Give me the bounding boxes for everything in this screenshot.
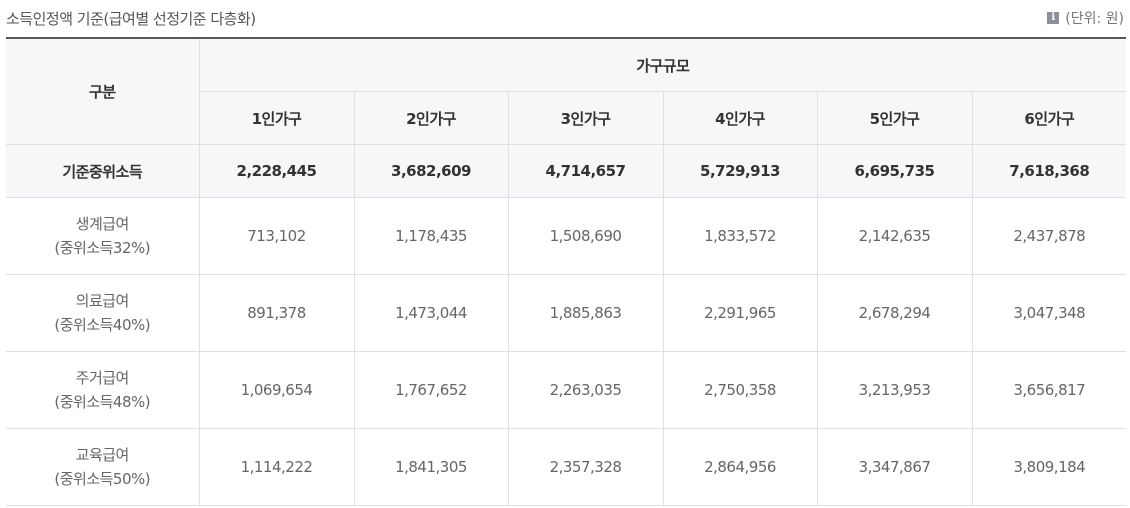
table-cell: 1,114,222 xyxy=(198,428,355,506)
table-row: 생계급여 (중위소득32%) 713,102 1,178,435 1,508,6… xyxy=(6,197,1127,275)
corner-header: 구분 xyxy=(6,37,200,145)
benefit-ratio: (중위소득40%) xyxy=(54,316,151,334)
table-cell: 1,508,690 xyxy=(507,197,664,275)
row-label: 생계급여 (중위소득32%) xyxy=(6,197,200,275)
table-cell: 3,213,953 xyxy=(816,351,973,429)
table-cell: 2,357,328 xyxy=(507,428,664,506)
table-cell: 3,656,817 xyxy=(971,351,1127,429)
table-cell: 3,347,867 xyxy=(816,428,973,506)
benefit-name: 생계급여 xyxy=(75,215,130,233)
header-row-group: 구분 가구규모 xyxy=(6,37,1127,145)
table-caption: 소득인정액 기준(급여별 선정기준 다층화) xyxy=(6,10,256,28)
row-label: 교육급여 (중위소득50%) xyxy=(6,428,200,506)
info-icon: i xyxy=(1047,12,1060,24)
unit-note: i (단위: 원) xyxy=(1047,8,1124,28)
table-cell: 2,750,358 xyxy=(662,351,818,429)
table-cell: 3,047,348 xyxy=(971,274,1127,352)
table-caption-bar: 소득인정액 기준(급여별 선정기준 다층화) i (단위: 원) xyxy=(0,0,1130,37)
table-row: 의료급여 (중위소득40%) 891,378 1,473,044 1,885,8… xyxy=(6,274,1127,352)
benefit-name: 주거급여 xyxy=(75,369,130,387)
table-row: 교육급여 (중위소득50%) 1,114,222 1,841,305 2,357… xyxy=(6,428,1127,506)
table-cell: 2,228,445 xyxy=(198,144,355,198)
benefit-ratio: (중위소득32%) xyxy=(54,239,151,257)
table-cell: 2,142,635 xyxy=(816,197,973,275)
table-cell: 2,437,878 xyxy=(971,197,1127,275)
table-cell: 7,618,368 xyxy=(971,144,1127,198)
table-cell: 1,178,435 xyxy=(353,197,509,275)
column-header: 4인가구 xyxy=(662,91,818,145)
column-header: 6인가구 xyxy=(971,91,1127,145)
table-cell: 713,102 xyxy=(198,197,355,275)
table-cell: 3,682,609 xyxy=(353,144,509,198)
table-cell: 5,729,913 xyxy=(662,144,818,198)
table-cell: 3,809,184 xyxy=(971,428,1127,506)
row-label: 의료급여 (중위소득40%) xyxy=(6,274,200,352)
median-income-row: 기준중위소득 2,228,445 3,682,609 4,714,657 5,7… xyxy=(6,144,1127,198)
benefit-name: 의료급여 xyxy=(75,292,130,310)
table-row: 주거급여 (중위소득48%) 1,069,654 1,767,652 2,263… xyxy=(6,351,1127,429)
column-header: 3인가구 xyxy=(507,91,664,145)
table-cell: 4,714,657 xyxy=(507,144,664,198)
column-header: 5인가구 xyxy=(816,91,973,145)
column-header: 2인가구 xyxy=(353,91,509,145)
unit-label: (단위: 원) xyxy=(1065,11,1124,27)
row-label: 기준중위소득 xyxy=(6,144,200,198)
benefit-ratio: (중위소득48%) xyxy=(54,393,151,411)
benefit-name: 교육급여 xyxy=(75,446,130,464)
table-cell: 1,767,652 xyxy=(353,351,509,429)
table-cell: 6,695,735 xyxy=(816,144,973,198)
table-cell: 1,841,305 xyxy=(353,428,509,506)
benefit-ratio: (중위소득50%) xyxy=(54,470,151,488)
table-cell: 2,678,294 xyxy=(816,274,973,352)
table-cell: 1,069,654 xyxy=(198,351,355,429)
table-cell: 2,864,956 xyxy=(662,428,818,506)
column-header: 1인가구 xyxy=(199,91,355,145)
table-cell: 1,833,572 xyxy=(662,197,818,275)
table-cell: 1,885,863 xyxy=(507,274,664,352)
table-cell: 2,263,035 xyxy=(507,351,664,429)
table-cell: 891,378 xyxy=(198,274,355,352)
household-size-header: 가구규모 xyxy=(198,37,1127,92)
row-label: 주거급여 (중위소득48%) xyxy=(6,351,200,429)
income-criteria-table: 구분 가구규모 1인가구 2인가구 3인가구 4인가구 5인가구 6인가구 기준… xyxy=(6,37,1127,506)
table-cell: 2,291,965 xyxy=(662,274,818,352)
table-cell: 1,473,044 xyxy=(353,274,509,352)
